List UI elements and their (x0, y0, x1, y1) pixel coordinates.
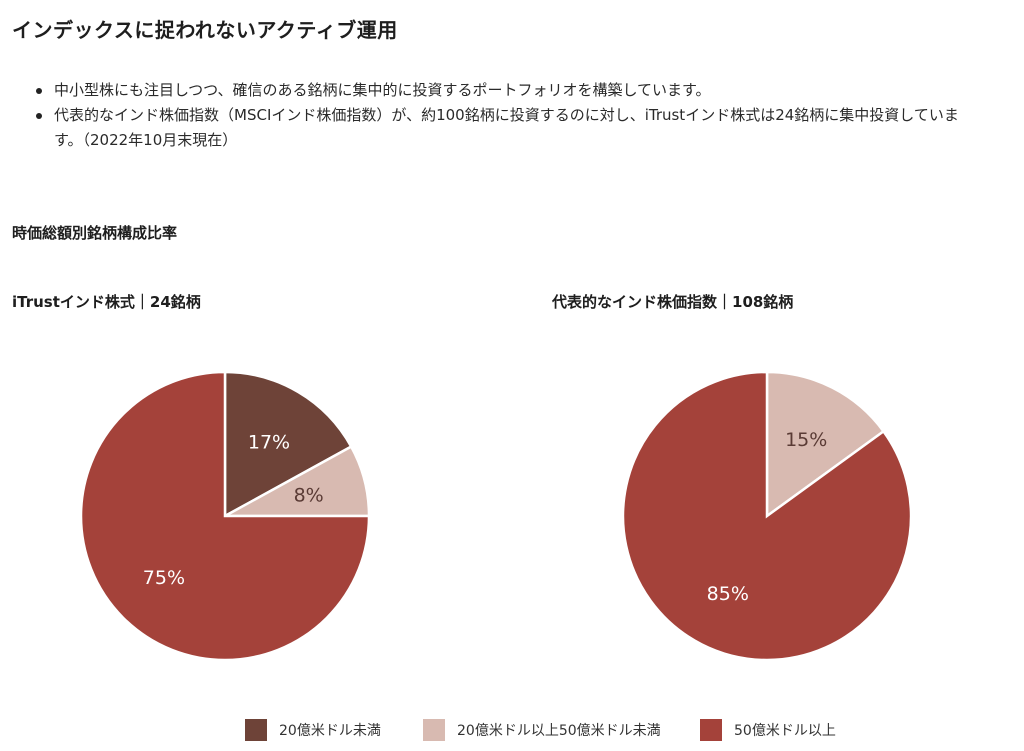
legend-label: 20億米ドル以上50億米ドル未満 (457, 723, 661, 739)
pie-slice-label: 85% (707, 583, 749, 605)
legend-label: 20億米ドル未満 (279, 723, 381, 739)
pie-chart-index: 15% 85% (621, 370, 913, 662)
pie-slice-label: 17% (248, 432, 290, 454)
section-title: 時価総額別銘柄構成比率 (12, 224, 178, 242)
pie-slice (79, 370, 371, 662)
pie-chart-itrust: 17% 8% 75% (79, 370, 371, 662)
page-title: インデックスに捉われないアクティブ運用 (12, 18, 398, 42)
bullet-item: 中小型株にも注目しつつ、確信のある銘柄に集中的に投資するポートフォリオを構築して… (36, 78, 966, 103)
legend-swatch (423, 719, 445, 741)
pie-slice-label: 8% (294, 485, 324, 507)
chart-title-index: 代表的なインド株価指数｜108銘柄 (552, 293, 794, 311)
pie-slice (621, 370, 913, 662)
legend-item-large: 50億米ドル以上 (700, 717, 836, 743)
legend-label: 50億米ドル以上 (734, 723, 836, 739)
pie-slice-label: 75% (143, 567, 185, 589)
legend-swatch (700, 719, 722, 741)
legend-item-mid: 20億米ドル以上50億米ドル未満 (423, 717, 661, 743)
legend-item-small: 20億米ドル未満 (245, 717, 381, 743)
chart-title-itrust: iTrustインド株式｜24銘柄 (12, 293, 201, 311)
pie-slice (765, 370, 886, 519)
pie-slice-label: 15% (785, 429, 827, 451)
pie-slice (223, 370, 353, 519)
bullet-list: 中小型株にも注目しつつ、確信のある銘柄に集中的に投資するポートフォリオを構築して… (36, 78, 966, 153)
bullet-item: 代表的なインド株価指数（MSCIインド株価指数）が、約100銘柄に投資するのに対… (36, 103, 966, 153)
legend-swatch (245, 719, 267, 741)
